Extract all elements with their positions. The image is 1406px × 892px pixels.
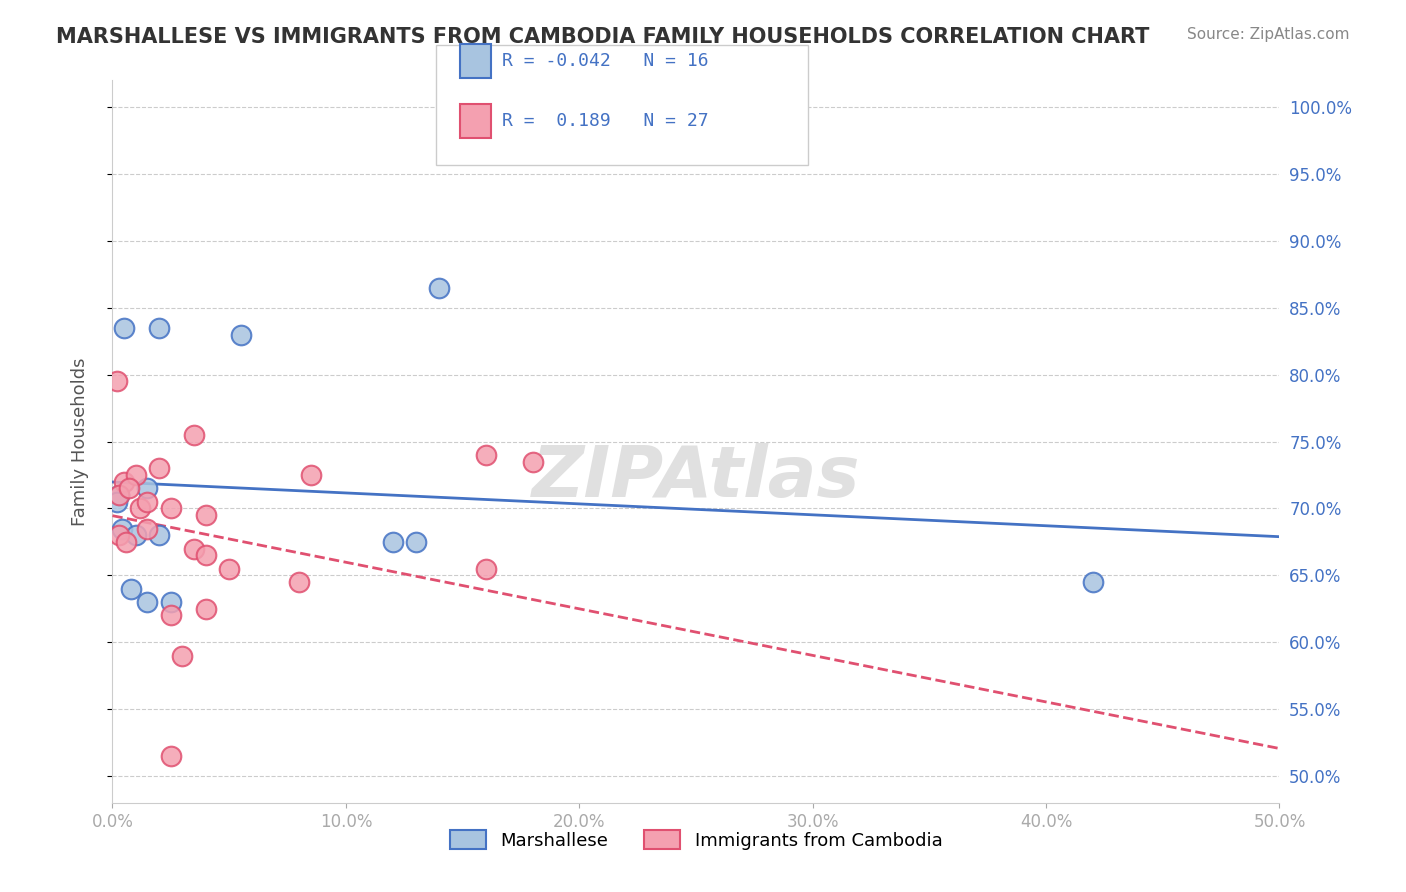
Point: [160, 501, 183, 516]
Point: [183, 428, 205, 442]
Point: [522, 455, 544, 469]
Point: [108, 488, 131, 502]
Text: ZIPAtlas: ZIPAtlas: [531, 443, 860, 512]
Legend: Marshallese, Immigrants from Cambodia: Marshallese, Immigrants from Cambodia: [440, 822, 952, 859]
Point: [160, 608, 183, 623]
Point: [475, 562, 498, 576]
Point: [288, 574, 311, 589]
Point: [108, 488, 131, 502]
Point: [381, 534, 404, 549]
Point: [160, 749, 183, 764]
Point: [115, 534, 138, 549]
Point: [136, 494, 159, 508]
Point: [427, 280, 450, 294]
Point: [118, 482, 141, 496]
Point: [111, 521, 134, 535]
Point: [194, 602, 217, 616]
Point: [108, 528, 131, 542]
Point: [405, 534, 427, 549]
Point: [229, 327, 252, 342]
Point: [194, 548, 217, 563]
Point: [105, 375, 128, 389]
Point: [172, 648, 194, 663]
Point: [136, 521, 159, 535]
Point: [475, 448, 498, 462]
Y-axis label: Family Households: Family Households: [70, 358, 89, 525]
Point: [148, 528, 170, 542]
Point: [112, 475, 135, 489]
Point: [160, 595, 183, 609]
Point: [129, 501, 152, 516]
Point: [136, 595, 159, 609]
Point: [218, 562, 240, 576]
Point: [299, 467, 322, 482]
Point: [1081, 574, 1104, 589]
Text: Source: ZipAtlas.com: Source: ZipAtlas.com: [1187, 27, 1350, 42]
Text: R =  0.189   N = 27: R = 0.189 N = 27: [502, 112, 709, 130]
Point: [183, 541, 205, 556]
Point: [125, 528, 148, 542]
Point: [120, 582, 142, 596]
Point: [148, 321, 170, 335]
Point: [194, 508, 217, 523]
Point: [592, 815, 614, 830]
Point: [148, 461, 170, 475]
Point: [125, 467, 148, 482]
Point: [136, 482, 159, 496]
Point: [112, 321, 135, 335]
Text: MARSHALLESE VS IMMIGRANTS FROM CAMBODIA FAMILY HOUSEHOLDS CORRELATION CHART: MARSHALLESE VS IMMIGRANTS FROM CAMBODIA …: [56, 27, 1150, 46]
Text: R = -0.042   N = 16: R = -0.042 N = 16: [502, 52, 709, 70]
Point: [105, 494, 128, 508]
